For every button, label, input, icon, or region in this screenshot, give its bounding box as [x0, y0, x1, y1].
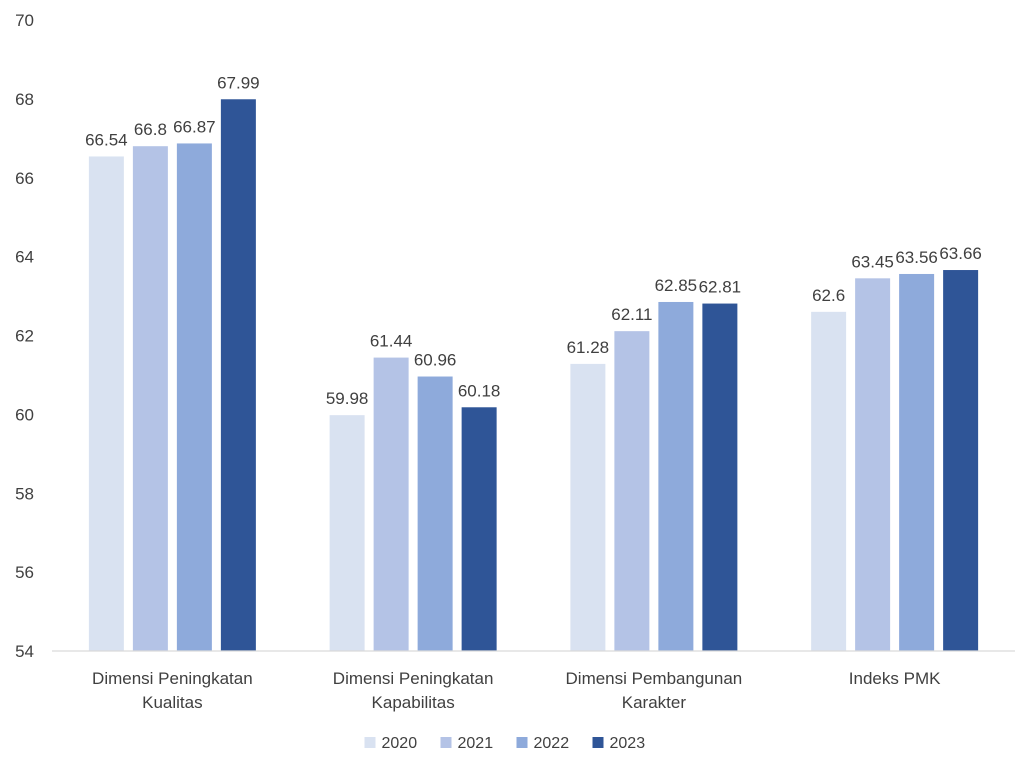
legend-label: 2023 [610, 735, 646, 752]
data-label: 67.99 [217, 73, 260, 92]
legend: 2020 2021 2022 2023 [364, 735, 646, 752]
y-tick-label: 58 [15, 484, 34, 503]
bar-2020 [811, 311, 847, 651]
legend-label: 2020 [382, 735, 418, 752]
y-axis: 54 56 58 60 62 64 66 68 70 [15, 11, 34, 661]
legend-swatch [364, 737, 376, 748]
bar-2023 [943, 270, 979, 651]
y-tick-label: 68 [15, 90, 34, 109]
data-label: 62.85 [655, 276, 698, 295]
data-label: 59.98 [326, 389, 369, 408]
data-label: 66.54 [85, 130, 128, 149]
data-label: 62.6 [812, 286, 845, 305]
bar-2020 [88, 156, 124, 652]
legend-swatch [516, 737, 528, 748]
data-label: 63.56 [895, 248, 938, 267]
legend-item: 2021 [440, 735, 494, 752]
x-tick-label: Dimensi Pembangunan Karakter [566, 669, 743, 712]
bar-2021 [855, 278, 891, 651]
x-tick-label: Dimensi Peningkatan Kapabilitas [333, 669, 494, 712]
legend-label: 2022 [534, 735, 570, 752]
x-axis: Dimensi Peningkatan Kualitas Dimensi Penin… [52, 650, 1015, 712]
bar-2022 [658, 301, 694, 651]
data-label: 66.87 [173, 117, 216, 136]
y-tick-label: 60 [15, 405, 34, 424]
bar-2021 [614, 331, 650, 651]
bar-2022 [176, 143, 212, 651]
legend-item: 2023 [592, 735, 646, 752]
bar-2022 [899, 273, 935, 651]
data-label: 62.11 [611, 305, 652, 324]
category-group: 62.6 63.45 63.56 63.66 [811, 244, 982, 651]
y-tick-label: 70 [15, 11, 34, 30]
data-label: 60.96 [414, 351, 457, 370]
y-tick-label: 56 [15, 563, 34, 582]
legend-item: 2020 [364, 735, 418, 752]
bar-2023 [220, 99, 256, 651]
x-tick-label: Dimensi Peningkatan Kualitas [92, 669, 253, 712]
y-tick-label: 62 [15, 327, 34, 346]
data-label: 63.66 [939, 244, 982, 263]
y-tick-label: 64 [15, 248, 34, 267]
bar-2022 [417, 376, 453, 651]
y-tick-label: 54 [15, 642, 34, 661]
bar-2020 [329, 415, 365, 651]
y-tick-label: 66 [15, 169, 34, 188]
bar-2021 [132, 146, 168, 651]
x-tick-label: Indeks PMK [849, 669, 941, 688]
bar-2021 [373, 357, 409, 651]
legend-label: 2021 [458, 735, 494, 752]
category-group: 66.54 66.8 66.87 67.99 [85, 73, 260, 652]
data-label: 63.45 [851, 252, 894, 271]
bar-2020 [570, 363, 606, 651]
data-label: 60.18 [458, 381, 501, 400]
bar-2023 [702, 303, 738, 651]
legend-item: 2022 [516, 735, 570, 752]
data-label: 66.8 [134, 120, 167, 139]
legend-swatch [592, 737, 604, 748]
data-label: 62.81 [699, 278, 742, 297]
bar-2023 [461, 407, 497, 651]
legend-swatch [440, 737, 452, 748]
data-label: 61.44 [370, 332, 413, 351]
data-label: 61.28 [567, 338, 610, 357]
